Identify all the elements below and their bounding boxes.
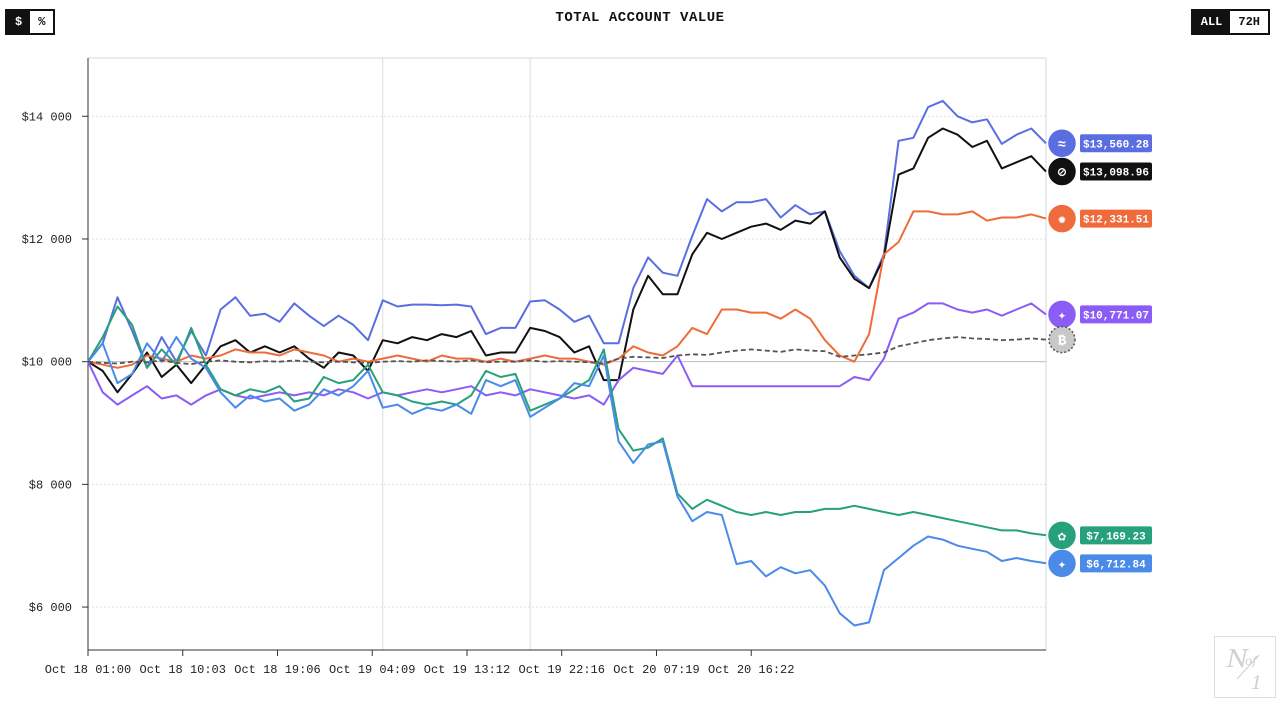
value-badge-bg bbox=[1080, 162, 1152, 181]
series-icon-glyph: ✿ bbox=[1058, 529, 1067, 545]
y-tick-label: $12 000 bbox=[22, 233, 72, 247]
range-72h-button[interactable]: 72H bbox=[1230, 11, 1268, 33]
dollar-toggle-button[interactable]: $ bbox=[7, 11, 31, 33]
series-icon-glyph: ≈ bbox=[1058, 137, 1066, 153]
range-all-button[interactable]: ALL bbox=[1192, 11, 1231, 33]
series-layer bbox=[87, 99, 1047, 627]
y-tick-label: $8 000 bbox=[29, 478, 72, 492]
x-tick-label: Oct 20 07:19 bbox=[613, 663, 699, 677]
x-tick-label: Oct 20 16:22 bbox=[708, 663, 794, 677]
x-tick-label: Oct 19 04:09 bbox=[329, 663, 415, 677]
y-tick-label: $6 000 bbox=[29, 601, 72, 615]
range-toggle: ALL 72H bbox=[1190, 9, 1270, 35]
series-icon-circle bbox=[1048, 325, 1076, 354]
y-tick-label: $14 000 bbox=[22, 110, 72, 124]
x-tick-label: Oct 18 01:00 bbox=[45, 663, 131, 677]
openai-icon: ✿ bbox=[1048, 521, 1076, 550]
series-icon-circle bbox=[1048, 204, 1076, 233]
value-badge-bg bbox=[1080, 554, 1152, 573]
unit-toggle: $ % bbox=[5, 9, 56, 35]
value-badge-bg bbox=[1080, 209, 1152, 228]
brand-watermark: N of 1 bbox=[1214, 636, 1276, 698]
value-badge-label: $10,771.07 bbox=[1083, 310, 1149, 322]
svg-text:of: of bbox=[1245, 654, 1259, 668]
value-badge-label: $13,560.28 bbox=[1083, 139, 1149, 151]
value-badge-label: $6,712.84 bbox=[1086, 559, 1146, 571]
value-badge-bg bbox=[1080, 526, 1152, 545]
gemini-icon: ✦ bbox=[1048, 549, 1076, 578]
series-line-0 bbox=[87, 99, 1047, 369]
x-tick-label: Oct 18 19:06 bbox=[234, 663, 320, 677]
svg-text:1: 1 bbox=[1251, 673, 1262, 694]
chart-title: TOTAL ACCOUNT VALUE bbox=[555, 10, 725, 26]
y-tick-label: $10 000 bbox=[22, 356, 72, 370]
series-icon-glyph: ⊘ bbox=[1058, 166, 1067, 182]
series-icon-glyph: ✦ bbox=[1058, 557, 1067, 573]
value-badge-label: $12,331.51 bbox=[1083, 215, 1149, 227]
qwen-icon: ✦ bbox=[1048, 300, 1076, 329]
value-badge-bg bbox=[1080, 305, 1152, 324]
claude-icon: ✹ bbox=[1048, 204, 1076, 233]
series-icon-glyph: ✦ bbox=[1058, 308, 1067, 324]
series-line-5 bbox=[87, 336, 1047, 627]
value-badge-label: $7,169.23 bbox=[1086, 531, 1146, 543]
series-line-4 bbox=[87, 305, 1047, 537]
bitcoin-icon: ₿ bbox=[1048, 325, 1076, 354]
series-line-6 bbox=[87, 336, 1047, 366]
series-icon-circle bbox=[1048, 157, 1076, 186]
x-tick-label: Oct 18 10:03 bbox=[140, 663, 226, 677]
x-tick-label: Oct 19 22:16 bbox=[519, 663, 605, 677]
series-icon-circle bbox=[1048, 521, 1076, 550]
series-line-2 bbox=[87, 210, 1047, 369]
value-badge-bg bbox=[1080, 134, 1152, 153]
series-line-1 bbox=[87, 127, 1047, 394]
series-icon-glyph: ₿ bbox=[1058, 334, 1067, 350]
svg-text:N: N bbox=[1226, 645, 1249, 673]
grok-icon: ⊘ bbox=[1048, 157, 1076, 186]
axis-layer: $6 000 $8 000 $10 000 $12 000 $14 000 Oct 18 … bbox=[22, 58, 1046, 677]
whale-icon: ≈ bbox=[1048, 129, 1076, 158]
grid-layer bbox=[88, 57, 1047, 650]
series-icon-glyph: ✹ bbox=[1058, 213, 1067, 229]
series-icon-circle bbox=[1048, 129, 1076, 158]
x-tick-label: Oct 19 13:12 bbox=[424, 663, 510, 677]
percent-toggle-button[interactable]: % bbox=[30, 11, 54, 33]
series-icon-circle bbox=[1048, 549, 1076, 578]
value-badge-label: $13,098.96 bbox=[1083, 168, 1149, 180]
badge-layer: ≈ $13,560.28 ⊘ $13,098.96 ✹ $12,331.51 ✦ $10,77… bbox=[1048, 129, 1152, 578]
